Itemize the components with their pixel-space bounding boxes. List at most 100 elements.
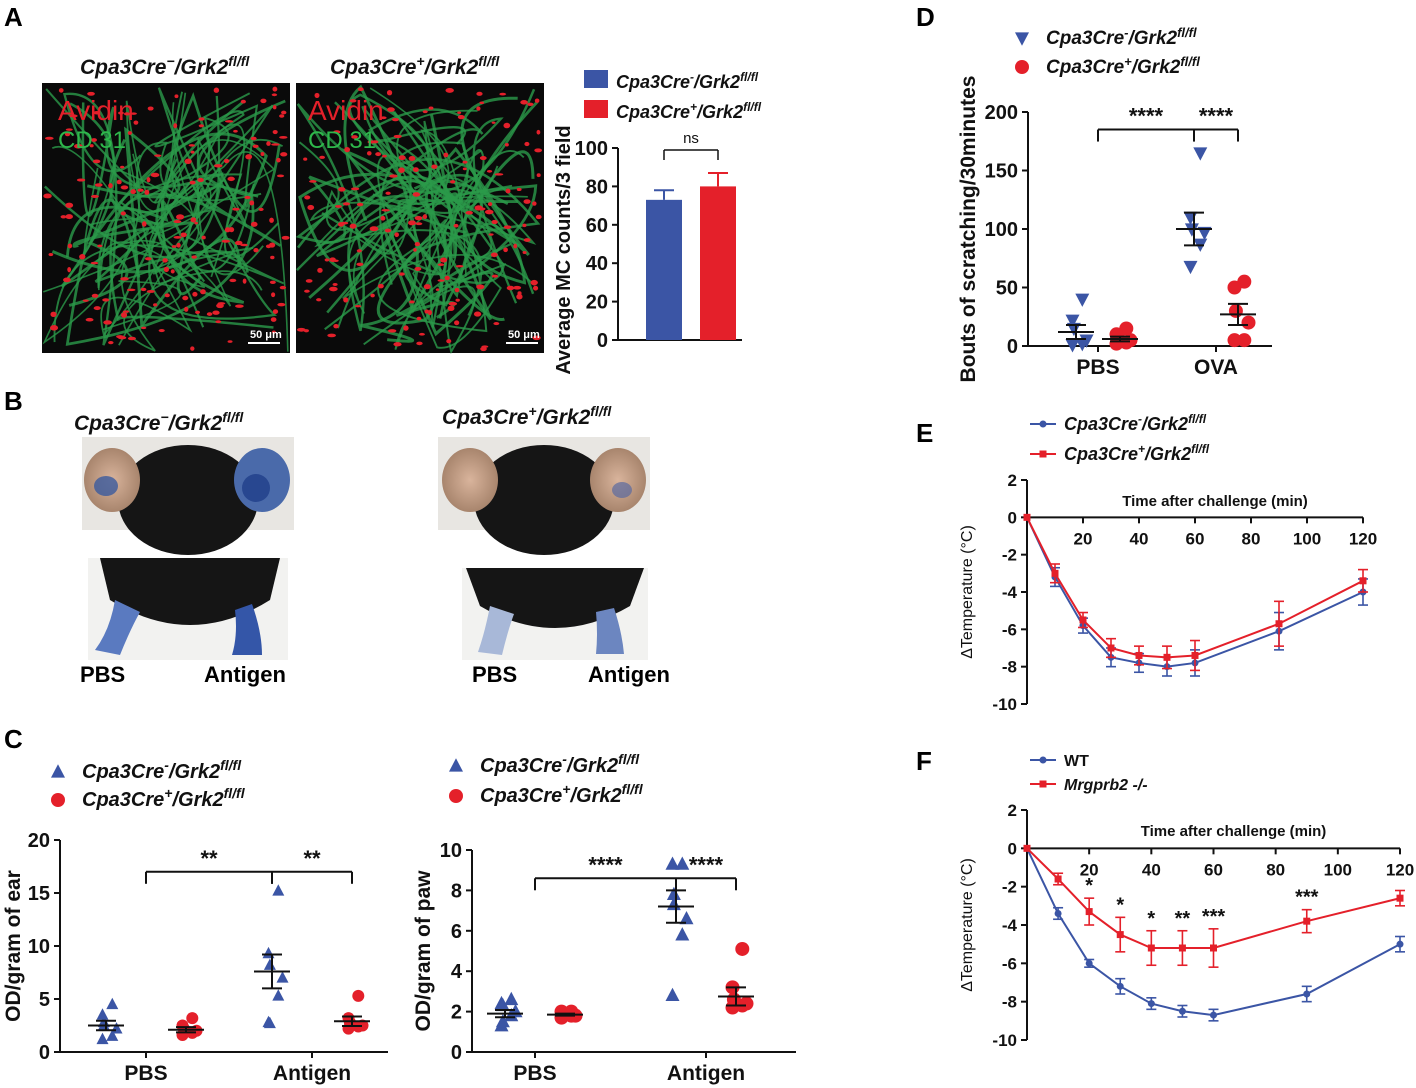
mast-cell-avidin — [173, 220, 182, 224]
x-tick-label: 60 — [1186, 529, 1205, 548]
mast-cell-avidin — [506, 285, 515, 291]
data-point — [1135, 651, 1143, 659]
stain-label-cd31: CD 31 — [58, 127, 126, 154]
mast-cell-avidin — [398, 155, 406, 161]
data-point — [665, 856, 680, 870]
genotype-text: /Grk2 — [168, 412, 223, 435]
panel-label-a: A — [4, 2, 23, 32]
mast-cell-avidin — [380, 215, 386, 221]
data-point — [1163, 653, 1171, 661]
mast-cell-avidin — [133, 120, 139, 125]
mast-cell-avidin — [416, 341, 423, 346]
mast-cell-avidin — [443, 152, 449, 158]
data-point — [1075, 293, 1090, 307]
mast-cell-avidin — [422, 110, 428, 114]
mast-cell-avidin — [144, 189, 150, 195]
mast-cell-avidin — [480, 346, 487, 352]
mast-cell-avidin — [64, 132, 71, 137]
mast-cell-avidin — [279, 114, 285, 118]
mast-cell-avidin — [65, 202, 74, 208]
superscript: fl/fl — [478, 53, 500, 69]
mast-cell-avidin — [446, 339, 452, 344]
mast-cell-avidin — [487, 202, 493, 207]
mast-cell-avidin — [90, 261, 99, 265]
data-point — [1303, 990, 1311, 998]
mast-cell-avidin — [457, 114, 465, 120]
mast-cell-avidin — [137, 188, 144, 192]
mast-cell-avidin — [127, 131, 132, 135]
mast-cell-avidin — [413, 247, 417, 252]
data-point — [263, 1016, 276, 1029]
mast-cell-avidin — [233, 129, 238, 133]
mast-cell-avidin — [272, 105, 277, 110]
mast-cell-avidin — [532, 201, 537, 206]
superscript: fl/fl — [740, 70, 759, 84]
mast-cell-avidin — [250, 221, 258, 227]
data-point — [1147, 1000, 1155, 1008]
mast-cell-avidin — [108, 340, 114, 345]
mast-cell-avidin — [242, 278, 247, 284]
legend-swatch — [584, 70, 608, 88]
y-tick-label: 20 — [28, 830, 50, 852]
sig-label: ** — [200, 846, 218, 871]
mast-cell-avidin — [329, 286, 338, 292]
mast-cell-avidin — [228, 227, 235, 233]
mast-cell-avidin — [530, 279, 538, 286]
data-point — [1066, 322, 1081, 337]
vessel-cd31 — [43, 139, 276, 293]
data-point — [1065, 314, 1080, 328]
data-point — [665, 987, 680, 1002]
mast-cell-avidin — [380, 116, 387, 120]
mast-cell-avidin — [381, 209, 390, 212]
mast-cell-avidin — [513, 285, 522, 290]
mast-cell-avidin — [527, 102, 534, 107]
scalebar-label: 50 μm — [508, 329, 540, 341]
mast-cell-avidin — [415, 222, 423, 226]
superscript: − — [166, 53, 174, 69]
mast-cell-avidin — [122, 310, 130, 313]
micrograph-left: Avidin CD 31 50 μm — [42, 83, 290, 353]
mast-cell-avidin — [130, 112, 137, 115]
data-point — [735, 941, 750, 956]
y-tick-label: 40 — [586, 253, 608, 275]
vessel-cd31 — [296, 158, 541, 307]
mast-cell-avidin — [253, 248, 259, 253]
x-tick-label: Antigen — [273, 1062, 351, 1085]
mast-cell-avidin — [271, 330, 276, 334]
mast-cell-avidin — [227, 176, 235, 182]
mast-cell-avidin — [317, 267, 323, 273]
mast-cell-avidin — [465, 210, 473, 215]
chart-title: Time after challenge (min) — [1141, 823, 1327, 840]
mast-cell-avidin — [270, 255, 275, 260]
paw-photo-left — [88, 558, 288, 660]
superscript: fl/fl — [618, 751, 640, 767]
mast-cell-avidin — [44, 136, 54, 140]
mast-cell-avidin — [370, 293, 375, 298]
data-point — [1116, 982, 1124, 990]
mast-cell-avidin — [142, 221, 147, 227]
panel-label-c: C — [4, 724, 23, 754]
genotype-title: Cpa3Cre+/Grk2fl/fl — [330, 53, 500, 79]
y-tick-label: 0 — [39, 1042, 50, 1064]
mast-cell-avidin — [120, 277, 129, 281]
data-point — [1227, 333, 1242, 348]
data-point — [1241, 315, 1256, 330]
mast-cell-avidin — [408, 155, 416, 162]
mast-cell-avidin — [414, 241, 421, 247]
y-tick-label: -4 — [1002, 916, 1018, 935]
mast-cell-avidin — [499, 92, 507, 96]
paw-photo-right — [462, 568, 648, 660]
mast-cell-avidin — [316, 298, 322, 302]
y-tick-label: 20 — [586, 292, 608, 314]
mast-cell-avidin — [455, 265, 464, 268]
mast-cell-avidin — [462, 167, 467, 171]
mast-cell-avidin — [447, 305, 455, 312]
mast-cell-avidin — [386, 89, 393, 96]
y-tick-label: -8 — [1002, 993, 1017, 1012]
mast-cell-avidin — [90, 194, 99, 198]
data-point — [1184, 223, 1199, 237]
sig-label: **** — [588, 852, 623, 877]
mast-cell-avidin — [522, 223, 527, 228]
data-point — [1178, 1007, 1186, 1015]
